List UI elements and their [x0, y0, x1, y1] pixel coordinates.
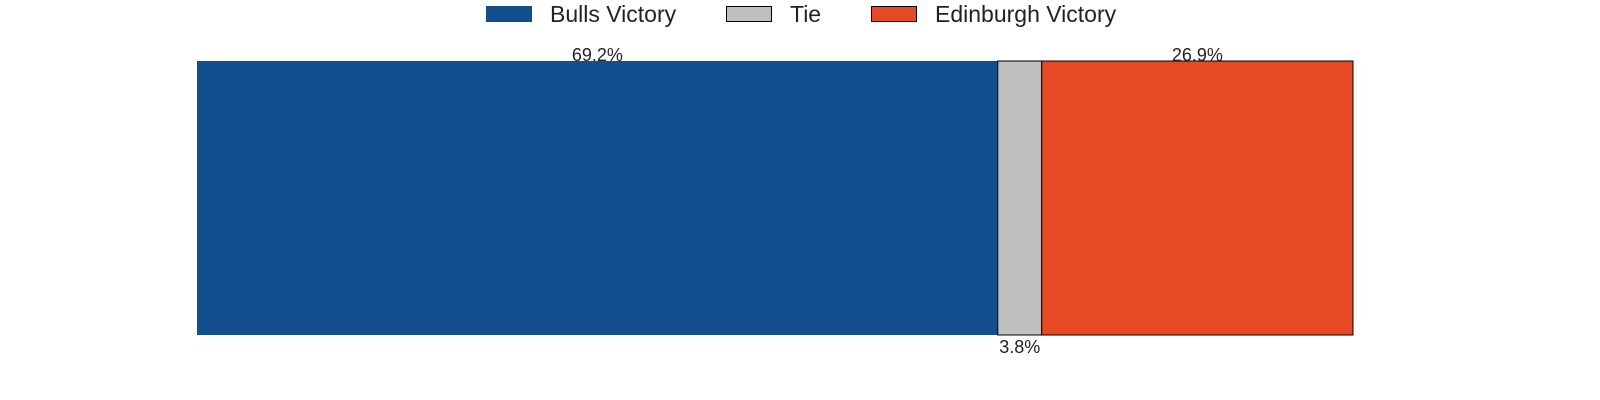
legend-item-tie: Tie	[726, 0, 821, 28]
legend-item-edinburgh-victory: Edinburgh Victory	[871, 0, 1116, 28]
legend-label-tie: Tie	[790, 1, 822, 27]
legend-label-edinburgh-victory: Edinburgh Victory	[935, 1, 1117, 27]
legend-item-bulls-victory: Bulls Victory	[486, 0, 676, 28]
bar-segment-edinburgh-victory	[1041, 60, 1354, 336]
bar-segment-bulls-victory	[197, 61, 998, 335]
legend-swatch-tie	[726, 6, 772, 22]
chart-legend: Bulls Victory Tie Edinburgh Victory	[0, 0, 1600, 28]
legend-swatch-edinburgh-victory	[871, 6, 917, 22]
bar-segment-tie	[997, 60, 1043, 336]
value-label-tie: 3.8%	[999, 337, 1040, 357]
value-label-bulls-victory: 69.2%	[572, 45, 623, 65]
value-label-edinburgh-victory: 26.9%	[1172, 45, 1223, 65]
legend-label-bulls-victory: Bulls Victory	[550, 1, 677, 27]
legend-swatch-bulls-victory	[486, 6, 532, 22]
